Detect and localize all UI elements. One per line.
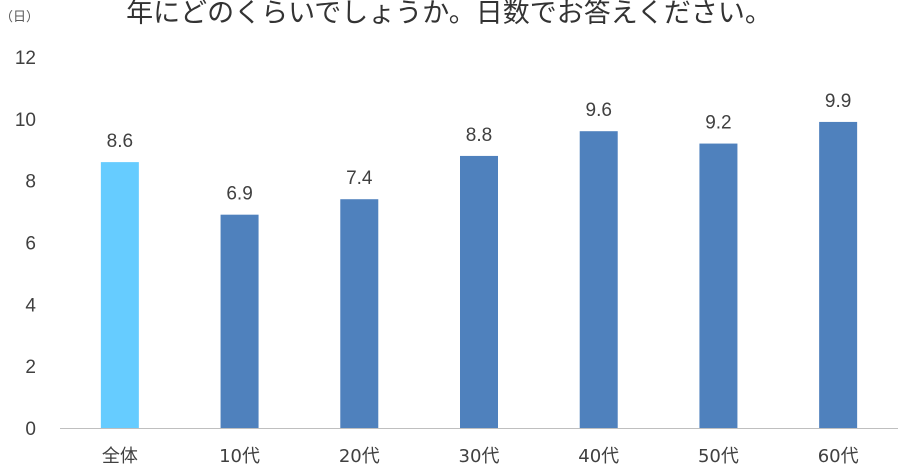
data-label: 9.9 bbox=[825, 91, 851, 112]
bar bbox=[819, 121, 858, 429]
data-label: 6.9 bbox=[226, 184, 252, 205]
data-label: 7.4 bbox=[346, 168, 373, 189]
y-axis-unit-label: （日） bbox=[0, 10, 39, 25]
chart-title: 年にどのくらいでしょうか。日数でお答えください。 bbox=[126, 0, 772, 29]
bar bbox=[460, 155, 498, 428]
bar bbox=[699, 143, 738, 429]
data-label: 9.6 bbox=[586, 100, 612, 121]
data-label: 8.8 bbox=[466, 125, 492, 146]
y-tick-label: 4 bbox=[25, 295, 36, 316]
y-tick-label: 10 bbox=[15, 110, 36, 131]
x-tick-label: 60代 bbox=[818, 446, 859, 467]
bar bbox=[220, 214, 259, 428]
y-tick-label: 2 bbox=[25, 357, 36, 378]
y-tick-label: 0 bbox=[25, 419, 36, 440]
x-tick-label: 全体 bbox=[102, 446, 138, 467]
x-tick-label: 10代 bbox=[219, 446, 260, 467]
x-tick-label: 40代 bbox=[578, 446, 619, 467]
bar-series bbox=[100, 121, 858, 429]
y-tick-label: 8 bbox=[25, 172, 36, 193]
y-axis-ticks: 0 2 4 6 8 10 12 bbox=[15, 48, 37, 440]
y-tick-label: 6 bbox=[25, 234, 36, 255]
x-tick-label: 20代 bbox=[339, 446, 380, 467]
x-axis-ticks: 全体 10代 20代 30代 40代 50代 60代 bbox=[102, 446, 859, 467]
y-tick-label: 12 bbox=[15, 48, 36, 69]
data-labels: 8.6 6.9 7.4 8.8 9.6 9.2 9.9 bbox=[107, 91, 852, 205]
x-tick-label: 50代 bbox=[698, 446, 739, 467]
bar bbox=[579, 131, 618, 428]
bar bbox=[340, 199, 379, 428]
bar bbox=[100, 162, 139, 428]
x-tick-label: 30代 bbox=[459, 446, 500, 467]
data-label: 9.2 bbox=[705, 113, 731, 134]
data-label: 8.6 bbox=[107, 131, 133, 152]
